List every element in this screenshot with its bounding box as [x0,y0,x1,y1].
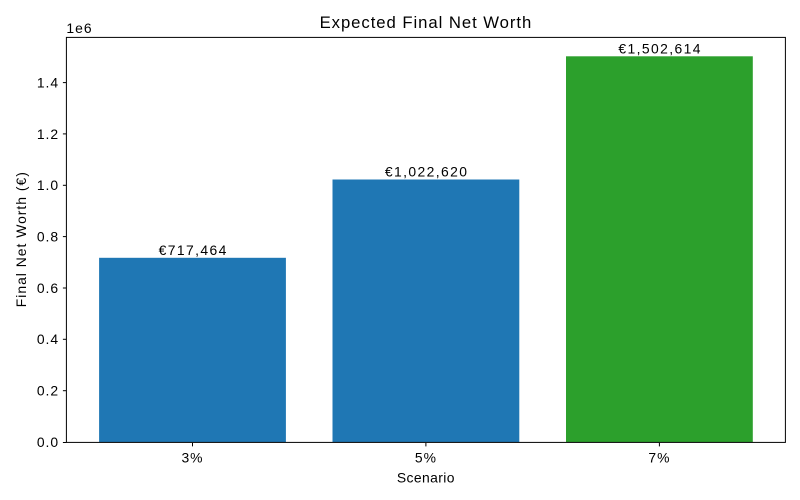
svg-text:3%: 3% [181,449,203,465]
svg-text:1.4: 1.4 [37,75,59,91]
svg-text:0.2: 0.2 [37,383,59,399]
svg-text:5%: 5% [415,449,437,465]
svg-text:0.0: 0.0 [37,434,59,450]
svg-text:Final Net Worth (€): Final Net Worth (€) [13,171,29,307]
svg-text:0.6: 0.6 [37,280,59,296]
svg-text:1e6: 1e6 [66,20,92,36]
svg-text:€1,502,614: €1,502,614 [618,40,702,56]
svg-text:1.0: 1.0 [37,177,59,193]
svg-text:Scenario: Scenario [397,470,455,486]
svg-text:Expected Final Net Worth: Expected Final Net Worth [320,13,533,32]
svg-text:€1,022,620: €1,022,620 [385,164,469,180]
svg-text:0.8: 0.8 [37,229,59,245]
svg-text:€717,464: €717,464 [159,242,228,258]
svg-text:0.4: 0.4 [37,331,59,347]
svg-text:7%: 7% [648,449,670,465]
svg-text:1.2: 1.2 [37,126,59,142]
